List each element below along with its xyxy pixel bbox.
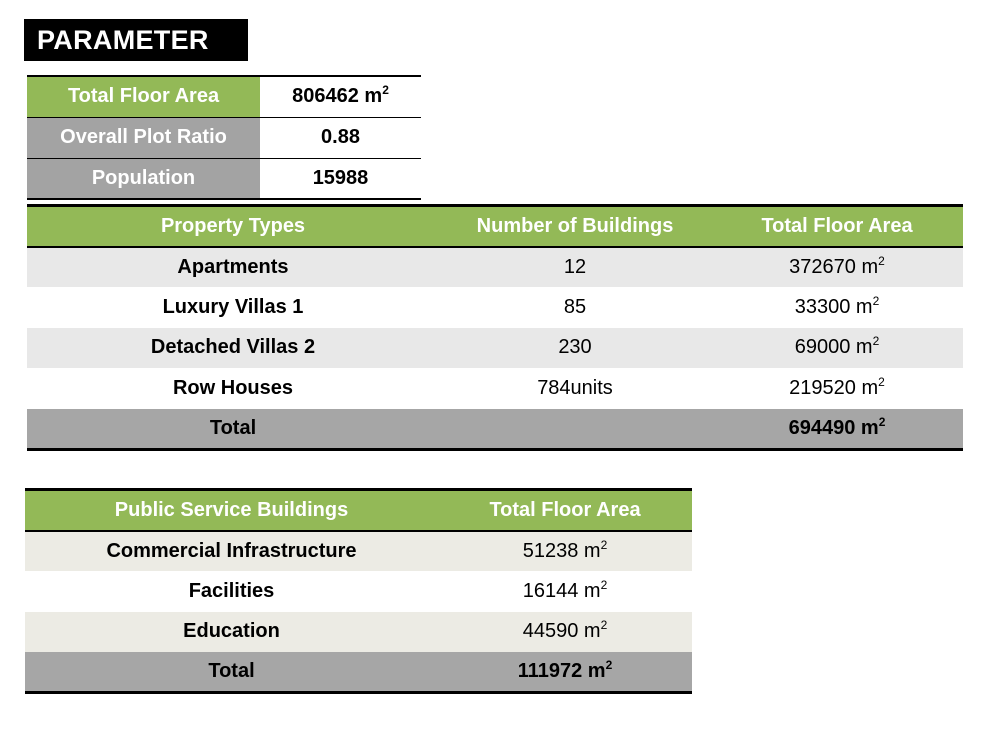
property-type-cell: Detached Villas 2 — [27, 327, 439, 368]
total-buildings — [439, 408, 711, 449]
total-row: Total 111972 m2 — [25, 652, 692, 693]
area-cell: 16144 m2 — [438, 571, 692, 612]
unit-exponent: 2 — [872, 334, 880, 349]
table-header-row: Property Types Number of Buildings Total… — [27, 205, 963, 248]
unit-exponent: 2 — [878, 374, 885, 389]
total-area: 694490 m2 — [711, 408, 963, 449]
unit-exponent: 2 — [878, 253, 885, 268]
area-text: 219520 m — [789, 376, 879, 399]
area-text: 372670 m — [789, 255, 879, 278]
property-type-cell: Row Houses — [172, 376, 294, 399]
unit-exponent: 2 — [600, 618, 608, 633]
service-type-cell: Commercial Infrastructure — [25, 530, 438, 571]
area-cell: 44590 m2 — [438, 611, 692, 652]
parameter-label: Total Floor Area — [27, 76, 260, 117]
parameter-row-total-floor-area: Total Floor Area 806462 m2 — [27, 76, 421, 117]
table-row: Commercial Infrastructure 51238 m2 — [25, 530, 692, 571]
page-title: PARAMETER — [24, 19, 248, 61]
total-label: Total — [25, 652, 438, 693]
buildings-cell: 12 — [439, 246, 711, 287]
buildings-cell: 784units — [537, 376, 613, 399]
area-text: 33300 m — [794, 295, 873, 318]
property-type-cell: Luxury Villas 1 — [162, 295, 304, 318]
property-type-cell: Apartments — [27, 246, 439, 287]
area-cell: 219520 m2 — [711, 368, 963, 409]
area-text: 51238 m — [522, 539, 601, 562]
unit-exponent: 2 — [878, 414, 886, 429]
column-header: Property Types — [27, 205, 439, 248]
parameter-value: 0.88 — [260, 116, 421, 158]
area-text: 16144 m — [522, 579, 601, 602]
parameter-label: Population — [27, 157, 260, 199]
value-text: 806462 m — [292, 85, 383, 108]
table-row: Detached Villas 2 230 69000 m2 — [27, 327, 963, 368]
buildings-cell: 230 — [439, 327, 711, 368]
total-label: Total — [27, 408, 439, 449]
table-row: Apartments 12 372670 m2 — [27, 246, 963, 287]
table-row: Education 44590 m2 — [25, 611, 692, 652]
unit-exponent: 2 — [605, 658, 613, 672]
unit-exponent: 2 — [600, 577, 608, 592]
column-header: Number of Buildings — [439, 205, 711, 248]
table-row: Facilities 16144 m2 — [25, 571, 692, 612]
total-area: 111972 m2 — [438, 652, 692, 693]
area-text: 111972 m — [517, 660, 606, 682]
area-cell: 372670 m2 — [711, 246, 963, 287]
table-row: Row Houses 784units 219520 m2 — [27, 368, 963, 409]
area-cell: 69000 m2 — [711, 327, 963, 368]
unit-exponent: 2 — [600, 537, 608, 552]
parameter-label: Overall Plot Ratio — [27, 116, 260, 158]
area-text: 44590 m — [522, 620, 601, 643]
area-text: 694490 m — [788, 416, 879, 439]
parameter-table: Total Floor Area 806462 m2 Overall Plot … — [27, 75, 421, 200]
parameter-row-plot-ratio: Overall Plot Ratio 0.88 — [27, 116, 421, 158]
area-cell: 51238 m2 — [438, 530, 692, 571]
area-cell: 33300 m2 — [711, 287, 963, 328]
table-row: Luxury Villas 1 85 33300 m2 — [27, 287, 963, 328]
service-type-cell: Facilities — [188, 579, 275, 602]
column-header: Total Floor Area — [438, 489, 692, 532]
property-types-table: Property Types Number of Buildings Total… — [27, 204, 963, 451]
total-row: Total 694490 m2 — [27, 408, 963, 449]
parameter-value: 806462 m2 — [260, 76, 421, 117]
column-header: Public Service Buildings — [25, 489, 438, 532]
column-header: Total Floor Area — [711, 205, 963, 248]
unit-exponent: 2 — [382, 83, 389, 98]
parameter-row-population: Population 15988 — [27, 157, 421, 199]
unit-exponent: 2 — [872, 293, 880, 308]
area-text: 69000 m — [794, 336, 873, 359]
parameter-value: 15988 — [260, 157, 421, 199]
service-type-cell: Education — [25, 611, 438, 652]
public-service-table: Public Service Buildings Total Floor Are… — [25, 488, 692, 694]
buildings-cell: 85 — [563, 295, 587, 318]
table-header-row: Public Service Buildings Total Floor Are… — [25, 489, 692, 532]
